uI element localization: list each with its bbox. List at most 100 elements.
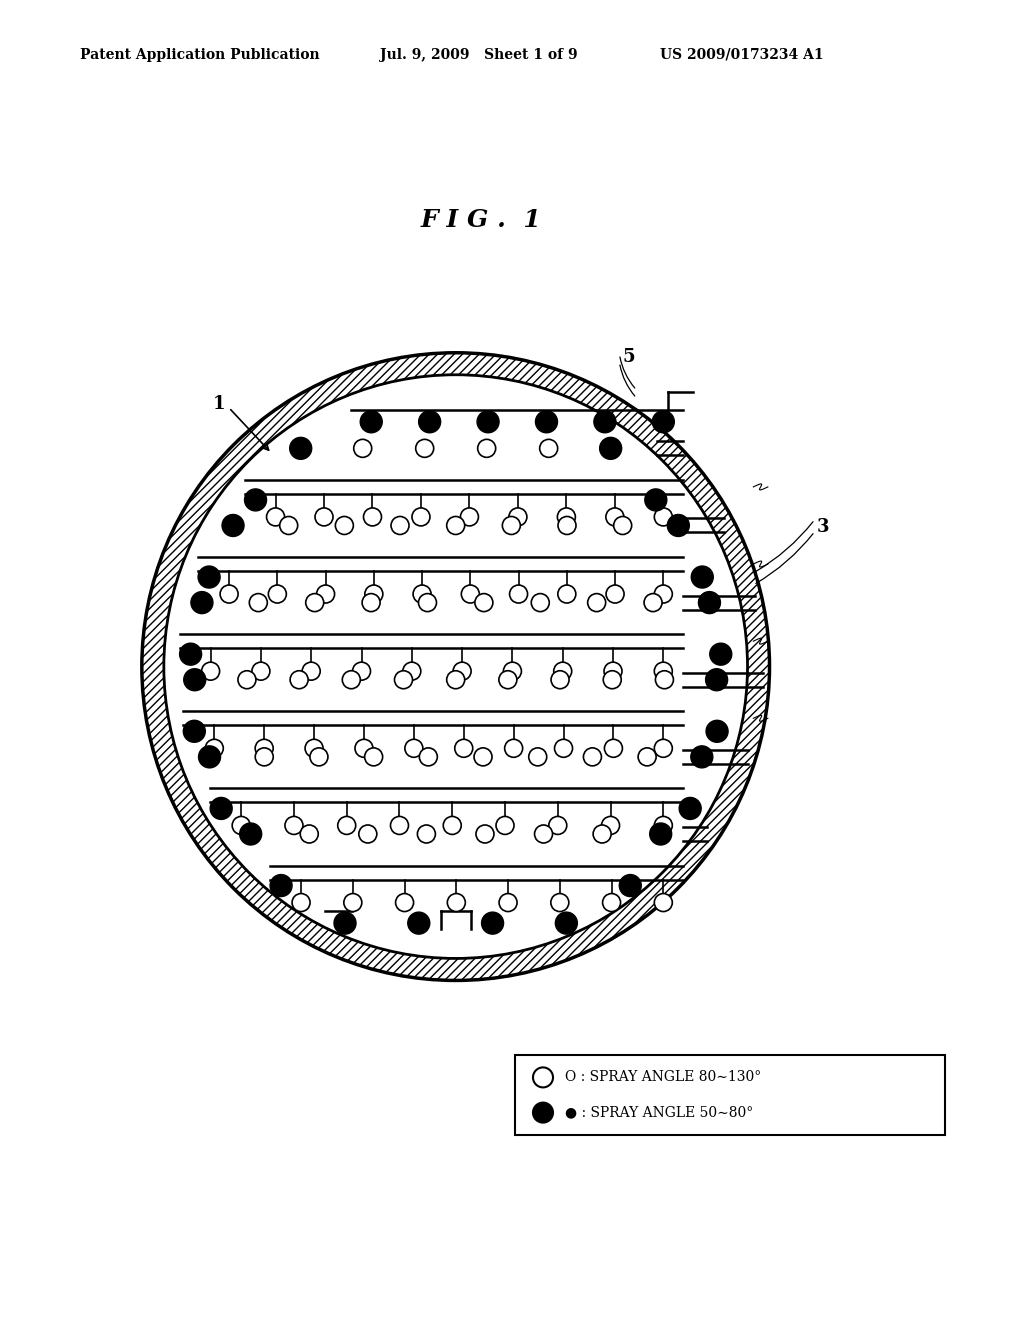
Circle shape	[418, 825, 435, 843]
Circle shape	[290, 671, 308, 689]
Circle shape	[652, 411, 675, 433]
Circle shape	[554, 663, 571, 680]
Circle shape	[300, 825, 318, 843]
Circle shape	[655, 671, 674, 689]
Circle shape	[603, 671, 622, 689]
Circle shape	[551, 671, 569, 689]
Text: Patent Application Publication: Patent Application Publication	[80, 48, 319, 62]
Circle shape	[499, 894, 517, 912]
Circle shape	[365, 748, 383, 766]
Circle shape	[419, 594, 436, 611]
Circle shape	[475, 594, 493, 611]
Circle shape	[477, 440, 496, 457]
Circle shape	[509, 508, 527, 525]
Circle shape	[183, 669, 206, 690]
Circle shape	[355, 739, 373, 758]
Circle shape	[358, 825, 377, 843]
Circle shape	[654, 508, 673, 525]
Circle shape	[420, 748, 437, 766]
Circle shape	[503, 516, 520, 535]
Circle shape	[255, 748, 273, 766]
Circle shape	[462, 585, 479, 603]
Circle shape	[334, 912, 356, 935]
Circle shape	[600, 437, 622, 459]
Circle shape	[394, 671, 413, 689]
Circle shape	[302, 663, 321, 680]
Circle shape	[551, 894, 568, 912]
Text: 5: 5	[623, 348, 635, 366]
Circle shape	[476, 825, 494, 843]
Circle shape	[644, 594, 663, 611]
Circle shape	[446, 671, 465, 689]
Circle shape	[305, 739, 324, 758]
Circle shape	[344, 894, 361, 912]
Circle shape	[606, 585, 624, 603]
Circle shape	[555, 912, 578, 935]
Circle shape	[412, 508, 430, 525]
Circle shape	[310, 748, 328, 766]
Circle shape	[668, 515, 689, 536]
Circle shape	[416, 440, 434, 457]
Circle shape	[266, 508, 285, 525]
Circle shape	[455, 739, 473, 758]
Circle shape	[198, 566, 220, 587]
Circle shape	[499, 671, 517, 689]
Circle shape	[535, 825, 553, 843]
Circle shape	[419, 411, 440, 433]
Circle shape	[395, 894, 414, 912]
Circle shape	[555, 739, 572, 758]
Text: US 2009/0173234 A1: US 2009/0173234 A1	[660, 48, 823, 62]
Circle shape	[602, 894, 621, 912]
Circle shape	[338, 817, 355, 834]
Circle shape	[474, 748, 492, 766]
Circle shape	[164, 375, 748, 958]
Circle shape	[238, 671, 256, 689]
Circle shape	[691, 746, 713, 768]
Circle shape	[654, 663, 673, 680]
Circle shape	[179, 643, 202, 665]
Circle shape	[255, 739, 273, 758]
Circle shape	[710, 643, 732, 665]
Circle shape	[540, 440, 558, 457]
Circle shape	[240, 822, 262, 845]
Circle shape	[360, 411, 382, 433]
Circle shape	[453, 663, 471, 680]
Circle shape	[679, 797, 701, 820]
Circle shape	[584, 748, 601, 766]
Circle shape	[534, 1068, 553, 1088]
Circle shape	[531, 594, 549, 611]
Circle shape	[588, 594, 605, 611]
Text: O : SPRAY ANGLE 80∼130°: O : SPRAY ANGLE 80∼130°	[565, 1071, 761, 1085]
Circle shape	[413, 585, 431, 603]
Circle shape	[528, 748, 547, 766]
Text: Jul. 9, 2009   Sheet 1 of 9: Jul. 9, 2009 Sheet 1 of 9	[380, 48, 578, 62]
Circle shape	[316, 585, 335, 603]
Circle shape	[613, 516, 632, 535]
Circle shape	[534, 1102, 553, 1122]
Circle shape	[391, 516, 409, 535]
Circle shape	[222, 515, 244, 536]
Circle shape	[270, 875, 292, 896]
Circle shape	[202, 663, 219, 680]
Circle shape	[190, 591, 213, 614]
Circle shape	[691, 566, 714, 587]
Circle shape	[645, 488, 667, 511]
Bar	[515, 1055, 945, 1135]
Circle shape	[315, 508, 333, 525]
Circle shape	[290, 437, 311, 459]
Circle shape	[220, 585, 239, 603]
Circle shape	[353, 440, 372, 457]
Circle shape	[232, 817, 250, 834]
Circle shape	[306, 594, 324, 611]
Circle shape	[654, 585, 673, 603]
Circle shape	[594, 411, 615, 433]
Circle shape	[698, 591, 721, 614]
Text: F I G .  1: F I G . 1	[421, 209, 542, 232]
Circle shape	[364, 508, 382, 525]
Text: ● : SPRAY ANGLE 50∼80°: ● : SPRAY ANGLE 50∼80°	[565, 1106, 754, 1119]
Circle shape	[335, 516, 353, 535]
Circle shape	[210, 797, 232, 820]
Circle shape	[285, 817, 303, 834]
Circle shape	[510, 585, 527, 603]
Circle shape	[205, 739, 223, 758]
